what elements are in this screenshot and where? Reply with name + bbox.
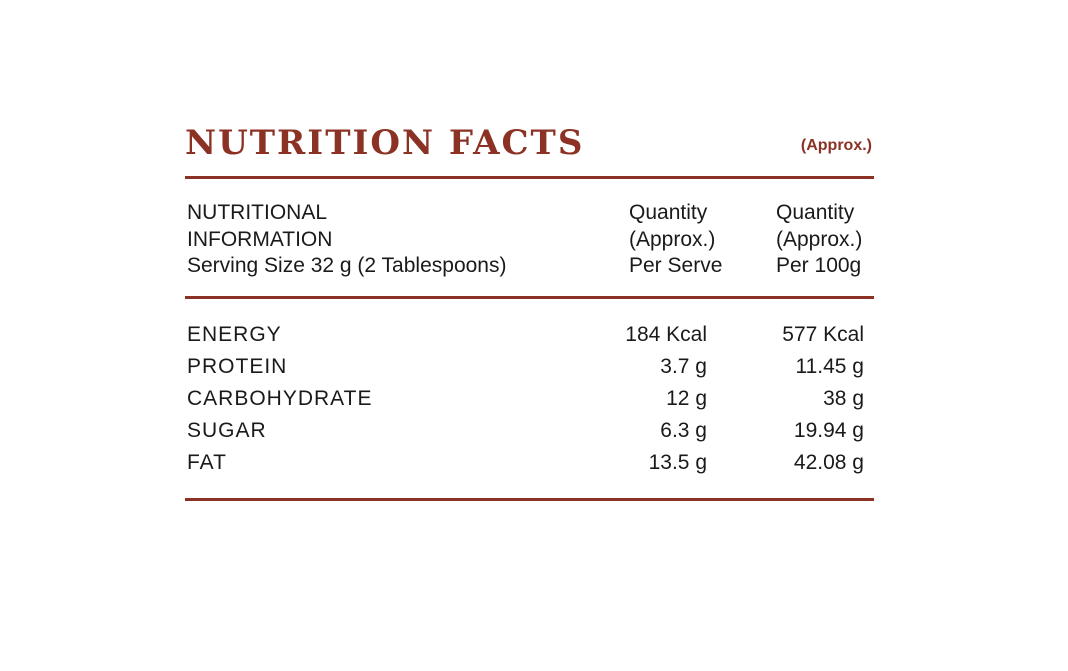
- column-header-line: Per Serve: [629, 254, 723, 277]
- column-header-line: Quantity: [776, 201, 855, 224]
- column-header-line: (Approx.): [629, 227, 716, 251]
- top-divider: [185, 176, 874, 179]
- table-row: ENERGY 184 Kcal 577 Kcal: [185, 319, 874, 351]
- header-info: NUTRITIONAL INFORMATION Serving Size 32 …: [187, 200, 506, 280]
- column-header-line: (Approx.): [776, 227, 863, 251]
- per-100g-value: 38 g: [823, 387, 864, 410]
- per-100g-value: 11.45 g: [795, 355, 864, 378]
- approx-note: (Approx.): [800, 137, 872, 154]
- per-100g-value: 42.08 g: [793, 451, 864, 474]
- table-row: SUGAR 6.3 g 19.94 g: [185, 415, 874, 447]
- per-serve-value: 184 Kcal: [625, 323, 707, 346]
- per-100g-value: 19.94 g: [793, 419, 864, 442]
- column-header-line: Quantity: [629, 201, 708, 224]
- nutrient-label: FAT: [187, 451, 227, 474]
- per-100g-value: 577 Kcal: [782, 323, 864, 346]
- column-header-per-100g: Quantity (Approx.) Per 100g: [776, 200, 862, 280]
- nutrient-label: ENERGY: [187, 323, 282, 346]
- column-header-line: Per 100g: [776, 254, 862, 277]
- nutrient-label: PROTEIN: [187, 355, 288, 378]
- table-row: FAT 13.5 g 42.08 g: [185, 447, 874, 479]
- serving-size: Serving Size 32 g (2 Tablespoons): [187, 254, 507, 277]
- header-info-line: INFORMATION: [187, 227, 333, 251]
- column-header-per-serve: Quantity (Approx.) Per Serve: [629, 200, 722, 280]
- per-serve-value: 6.3 g: [660, 419, 707, 442]
- table-row: PROTEIN 3.7 g 11.45 g: [185, 351, 874, 383]
- header-info-line: NUTRITIONAL: [187, 201, 328, 224]
- bottom-divider: [185, 498, 874, 501]
- table-row: CARBOHYDRATE 12 g 38 g: [185, 383, 874, 415]
- per-serve-value: 3.7 g: [660, 355, 707, 378]
- nutrient-label: CARBOHYDRATE: [187, 387, 373, 410]
- nutrient-table: ENERGY 184 Kcal 577 Kcal PROTEIN 3.7 g 1…: [185, 319, 874, 479]
- per-serve-value: 12 g: [666, 387, 707, 410]
- per-serve-value: 13.5 g: [648, 451, 707, 474]
- nutrient-label: SUGAR: [187, 419, 267, 442]
- header-divider: [185, 296, 874, 299]
- page-title: NUTRITION FACTS: [185, 123, 585, 163]
